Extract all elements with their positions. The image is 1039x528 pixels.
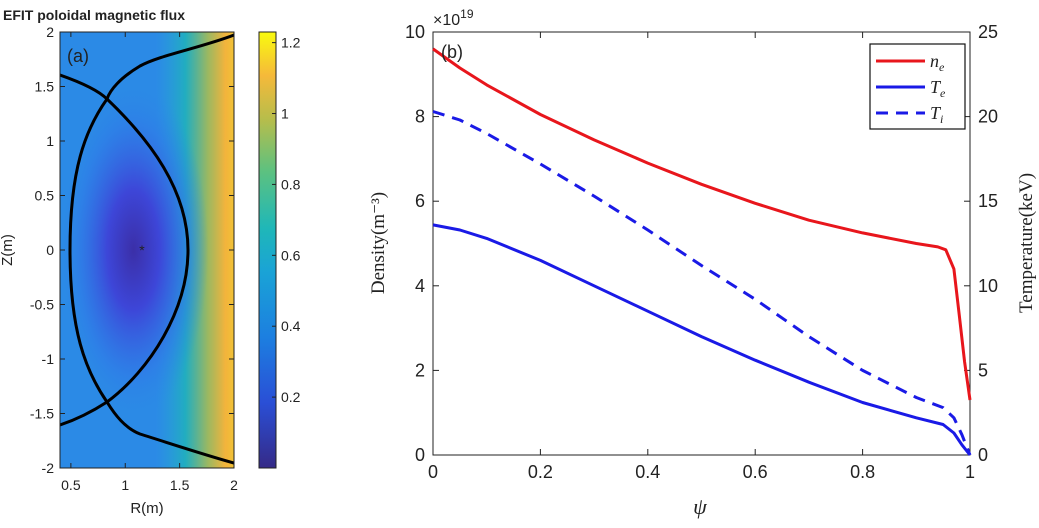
- b-ytick-right-label: 5: [978, 360, 988, 380]
- b-ytick-left-label: 10: [405, 22, 425, 42]
- a-ytick-label: 0.5: [35, 188, 55, 204]
- magnetic-axis-marker: *: [139, 242, 145, 258]
- a-xtick-label: 1: [121, 477, 129, 493]
- a-ytick-label: 0: [46, 242, 54, 258]
- a-xtick-label: 2: [230, 477, 238, 493]
- b-ytick-right-label: 20: [978, 107, 998, 127]
- b-ytick-left-label: 4: [415, 276, 425, 296]
- b-ytick-right-label: 25: [978, 22, 998, 42]
- panel-a-xlabel: R(m): [130, 500, 163, 517]
- a-ytick-label: -0.5: [30, 297, 54, 313]
- panel-a-label: (a): [67, 46, 89, 66]
- b-xtick-label: 0.4: [635, 462, 660, 482]
- flux-heatmap: [60, 32, 234, 468]
- y-exponent: ×1019: [433, 7, 474, 29]
- colorbar-tick-label: 0.8: [281, 176, 301, 192]
- series-line-ti: [432, 110, 972, 456]
- b-xtick-label: 0.2: [528, 462, 553, 482]
- a-ytick-label: 2: [46, 24, 54, 40]
- colorbar: [258, 31, 277, 469]
- b-ytick-right-label: 10: [978, 276, 998, 296]
- b-xtick-label: 0.6: [743, 462, 768, 482]
- b-ytick-left-label: 8: [415, 107, 425, 127]
- panel-a-ylabel: Z(m): [0, 234, 16, 266]
- b-xtick-label: 0: [428, 462, 438, 482]
- b-ytick-left-label: 0: [415, 445, 425, 465]
- a-ytick-label: 1: [46, 133, 54, 149]
- colorbar-tick-label: 0.2: [281, 389, 301, 405]
- legend-label: ne: [930, 51, 945, 74]
- series-line-te: [432, 223, 972, 456]
- b-ytick-right-label: 15: [978, 191, 998, 211]
- a-xtick-label: 1.5: [170, 477, 190, 493]
- a-ytick-label: -2: [42, 460, 55, 476]
- separatrix-line-a: [60, 73, 190, 427]
- a-ytick-label: -1.5: [30, 406, 54, 422]
- b-xtick-label: 1: [965, 462, 975, 482]
- a-xtick-label: 0.5: [61, 477, 81, 493]
- panel-b-ylabel-right: Temperature(keV): [1016, 173, 1037, 313]
- colorbar-tick-label: 0.6: [281, 247, 301, 263]
- colorbar-tick-label: 1.2: [281, 35, 301, 51]
- legend: ne Te Ti: [869, 43, 966, 130]
- colorbar-tick-label: 1: [281, 106, 289, 122]
- panel-a-title: EFIT poloidal magnetic flux: [3, 7, 185, 23]
- b-ytick-left-label: 6: [415, 191, 425, 211]
- panel-b-xlabel: ψ: [693, 494, 707, 519]
- panel-a: EFIT poloidal magnetic flux * (a) 0.5 1 1.…: [0, 7, 301, 517]
- series-line-ne: [432, 47, 972, 401]
- panel-b-label: (b): [441, 42, 463, 62]
- a-ytick-label: -1: [42, 351, 55, 367]
- panel-b-ylabel-left: Density(m⁻³): [368, 192, 389, 294]
- b-ytick-right-label: 0: [978, 445, 988, 465]
- legend-label: Te: [930, 77, 946, 100]
- legend-label: Ti: [930, 103, 943, 126]
- a-ytick-label: 1.5: [35, 79, 55, 95]
- separatrix-line-b: [68, 33, 234, 465]
- b-xtick-label: 0.8: [850, 462, 875, 482]
- b-ytick-left-label: 2: [415, 360, 425, 380]
- colorbar-tick-label: 0.4: [281, 318, 301, 334]
